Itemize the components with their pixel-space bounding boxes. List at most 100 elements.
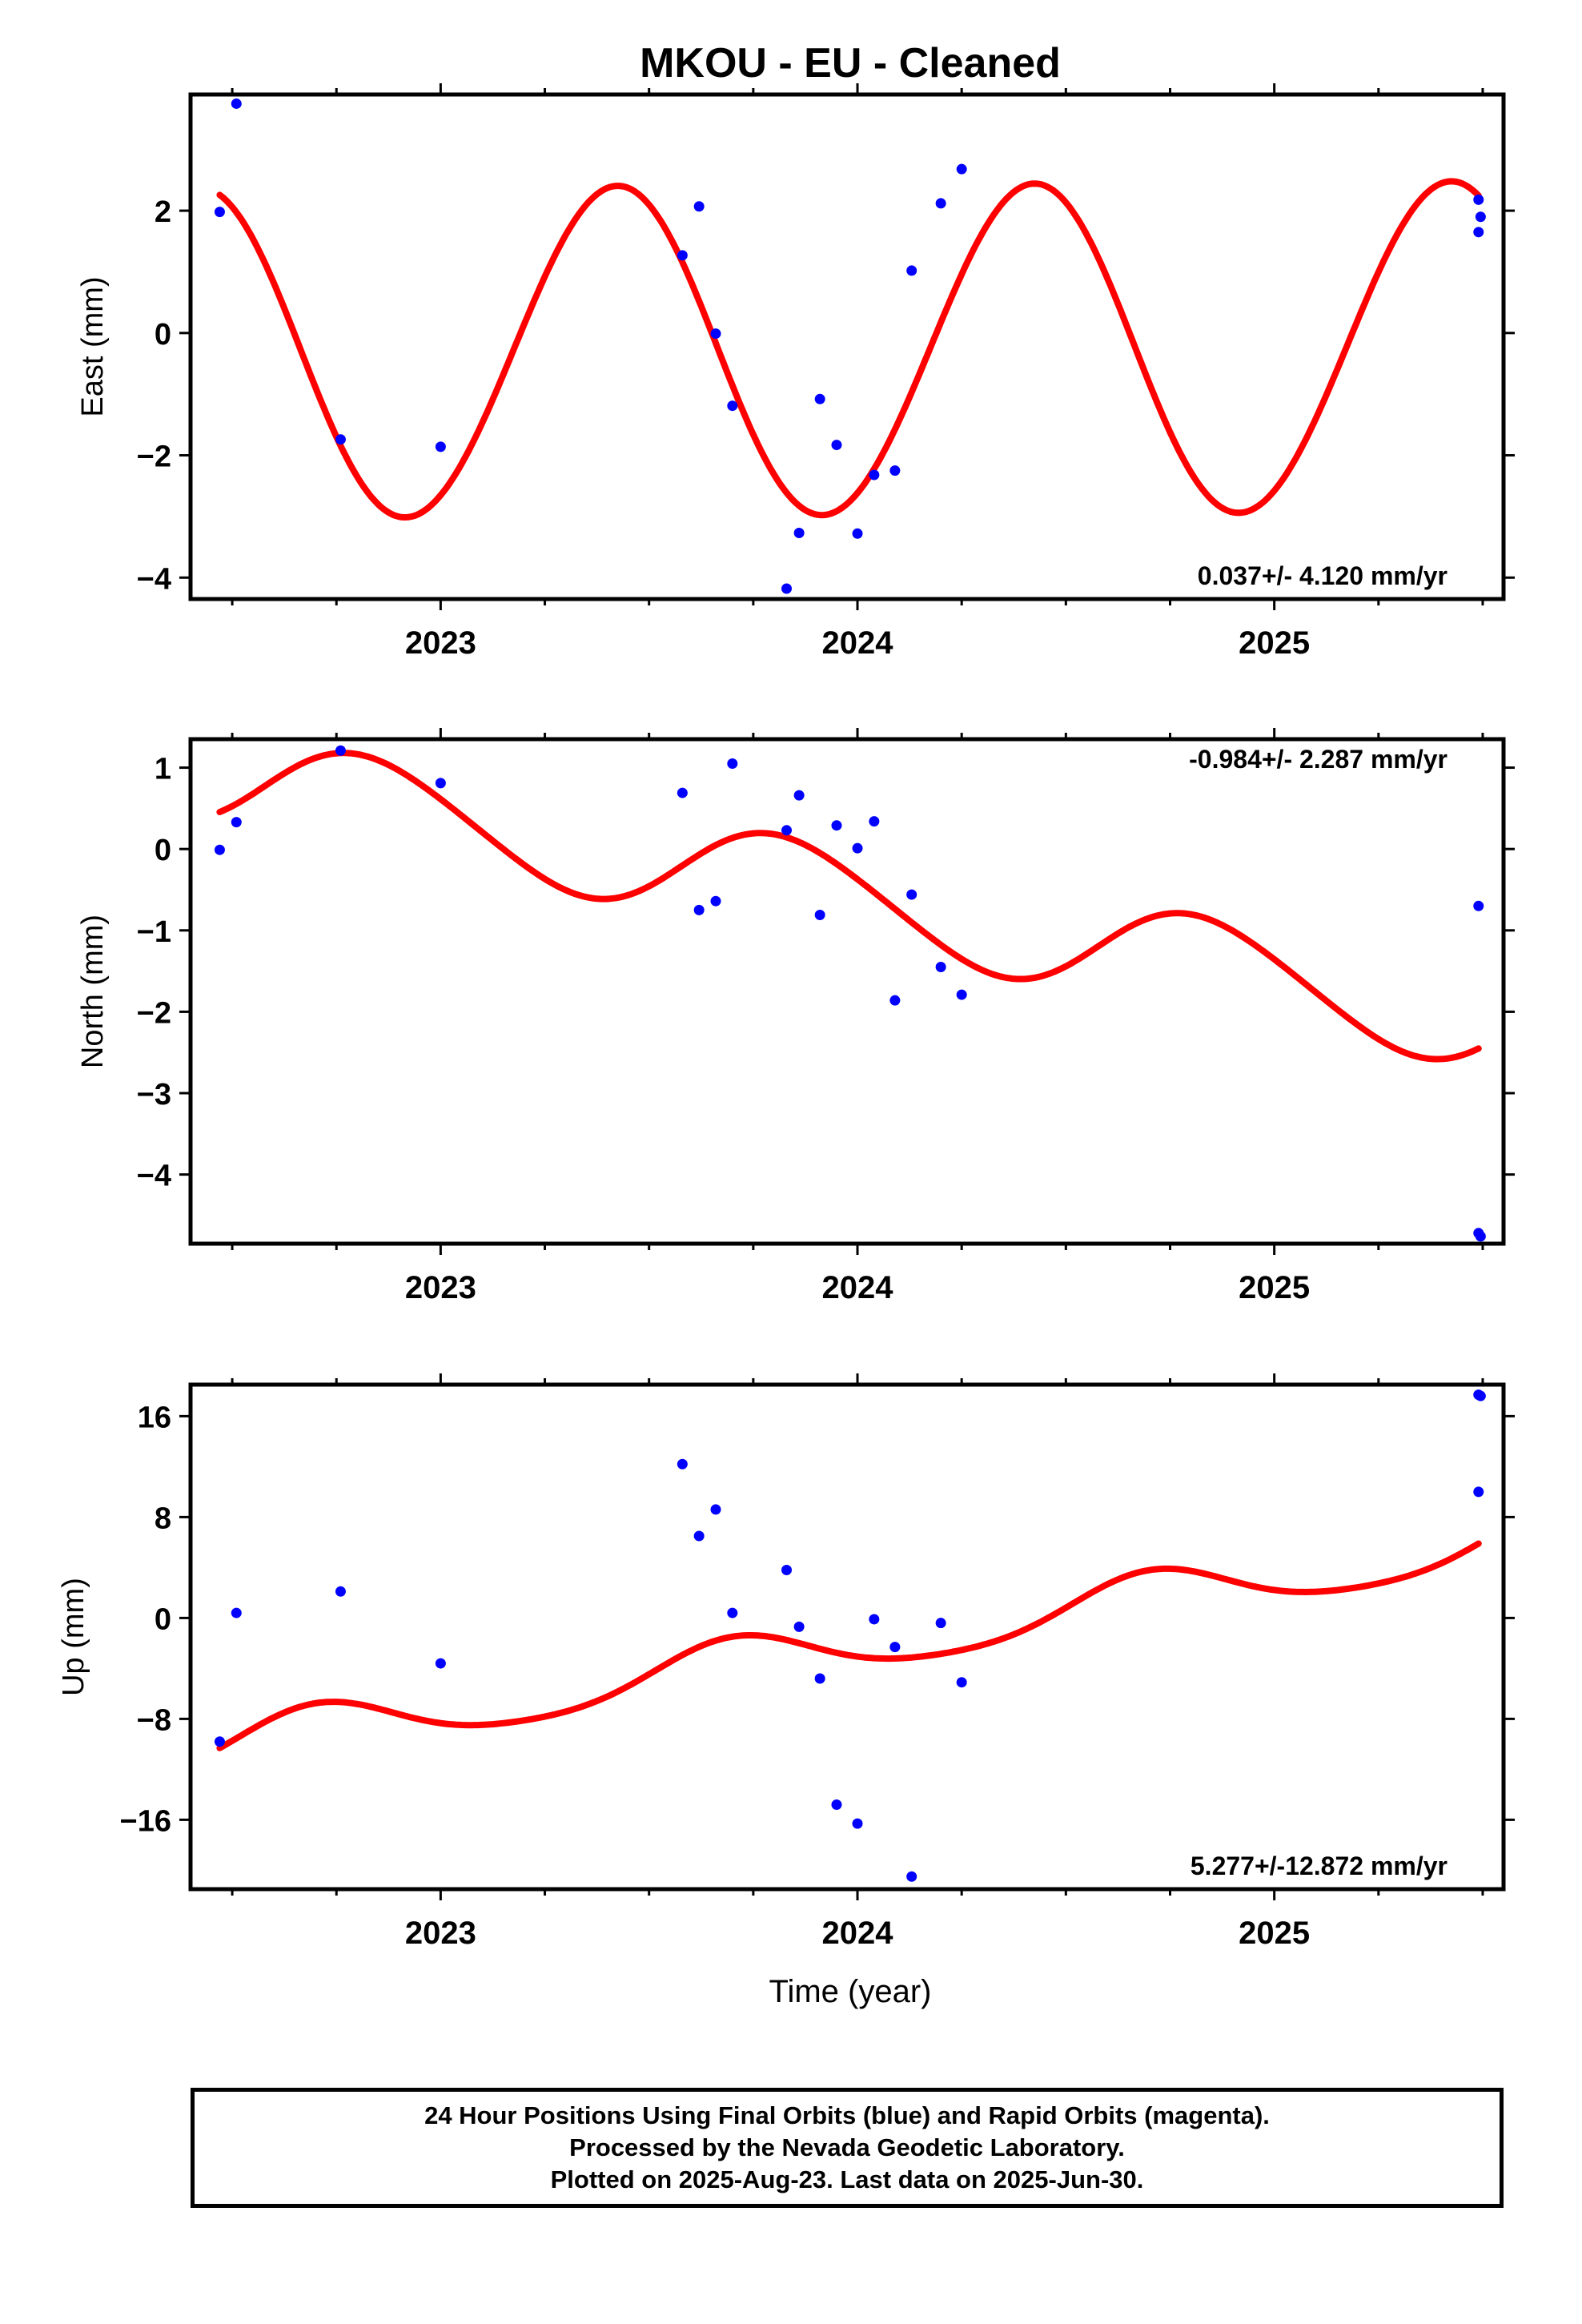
y-tick-label: 16 <box>138 1401 171 1434</box>
data-point <box>693 201 705 212</box>
data-point <box>793 528 805 539</box>
data-point <box>677 1458 688 1470</box>
data-point <box>906 889 917 900</box>
data-point <box>814 1673 825 1684</box>
data-point <box>1475 1231 1486 1242</box>
data-point <box>956 1677 967 1688</box>
plot-area <box>191 1385 1504 1889</box>
chart-title: MKOU - EU - Cleaned <box>640 40 1061 86</box>
y-tick-label: 0 <box>155 834 171 867</box>
data-point <box>1473 227 1484 238</box>
data-point <box>214 1736 225 1747</box>
data-point <box>231 817 242 828</box>
data-point <box>869 816 880 827</box>
data-point <box>710 895 721 907</box>
data-point <box>677 787 688 798</box>
y-tick-label: 0 <box>155 318 171 352</box>
data-point <box>935 198 946 209</box>
plot-area <box>191 94 1504 599</box>
y-tick-label: 2 <box>155 195 171 229</box>
data-point <box>335 434 346 445</box>
rate-annotation: -0.984+/- 2.287 mm/yr <box>1189 745 1447 774</box>
data-point <box>852 528 863 539</box>
footnote-line-1: 24 Hour Positions Using Final Orbits (bl… <box>424 2101 1270 2129</box>
data-point <box>693 904 705 915</box>
x-tick-label: 2025 <box>1239 625 1310 661</box>
y-tick-label: −2 <box>137 440 171 474</box>
data-point <box>906 1871 917 1882</box>
data-point <box>1475 211 1486 223</box>
data-point <box>435 778 446 789</box>
data-point <box>1475 1390 1486 1401</box>
x-tick-label: 2023 <box>405 1270 476 1305</box>
x-tick-label: 2023 <box>405 625 476 661</box>
fit-curve <box>216 178 1482 521</box>
data-point <box>956 989 967 1000</box>
data-point <box>214 207 225 218</box>
data-point <box>906 265 917 276</box>
data-point <box>693 1530 705 1542</box>
data-point <box>814 909 825 920</box>
rate-annotation: 0.037+/- 4.120 mm/yr <box>1198 561 1447 590</box>
data-point <box>935 1618 946 1629</box>
fit-curve <box>216 750 1482 1063</box>
data-point <box>677 250 688 261</box>
data-point <box>889 465 901 476</box>
data-point <box>435 441 446 452</box>
data-point <box>1473 1486 1484 1498</box>
data-point <box>831 1799 842 1810</box>
data-point <box>781 583 793 594</box>
fit-curve <box>216 1540 1482 1751</box>
y-tick-label: −1 <box>137 915 171 949</box>
x-tick-label: 2023 <box>405 1916 476 1951</box>
y-tick-label: −4 <box>137 1160 171 1193</box>
data-point <box>231 1607 242 1618</box>
x-tick-label: 2024 <box>822 1270 894 1305</box>
y-axis-label: North (mm) <box>76 915 110 1068</box>
data-point <box>727 400 738 412</box>
data-point <box>1473 194 1484 205</box>
x-tick-label: 2025 <box>1239 1916 1310 1951</box>
x-tick-label: 2024 <box>822 625 894 661</box>
footnote-line-3: Plotted on 2025-Aug-23. Last data on 202… <box>550 2165 1144 2193</box>
data-point <box>231 98 242 109</box>
y-tick-label: −8 <box>137 1703 171 1737</box>
plot-frame <box>188 92 1506 601</box>
y-axis-label: Up (mm) <box>57 1578 90 1696</box>
data-point <box>727 1607 738 1618</box>
data-point <box>710 328 721 340</box>
plot-frame <box>188 737 1506 1246</box>
data-point <box>831 440 842 451</box>
data-point <box>781 1565 793 1576</box>
data-point <box>869 1614 880 1625</box>
x-tick-label: 2025 <box>1239 1270 1310 1305</box>
data-point <box>781 825 793 836</box>
y-tick-label: 8 <box>155 1502 171 1535</box>
y-tick-label: −3 <box>137 1078 171 1112</box>
data-point <box>335 1586 346 1597</box>
y-axis-label: East (mm) <box>76 276 110 416</box>
y-tick-label: −16 <box>120 1804 171 1838</box>
data-point <box>214 844 225 855</box>
rate-annotation: 5.277+/-12.872 mm/yr <box>1191 1852 1447 1880</box>
data-point <box>1473 900 1484 911</box>
data-point <box>710 1504 721 1515</box>
data-point <box>793 1621 805 1632</box>
data-point <box>935 962 946 973</box>
data-point <box>727 758 738 769</box>
plot-frame <box>188 1382 1506 1892</box>
y-tick-label: 1 <box>155 753 171 786</box>
data-point <box>889 1642 901 1653</box>
data-point <box>814 393 825 404</box>
plot-area <box>191 739 1504 1244</box>
data-point <box>852 1818 863 1829</box>
data-point <box>435 1658 446 1669</box>
panel-3: 2023 2024 2025 −16 −8 0 8 16 Up (mm) 5.277+/-12.8… <box>57 1373 1515 1951</box>
footnote-box: 24 Hour Positions Using Final Orbits (bl… <box>191 2088 1504 2208</box>
plot-content <box>214 1389 1486 1882</box>
data-point <box>869 469 880 480</box>
x-axis-label: Time (year) <box>769 1974 932 2009</box>
data-point <box>831 820 842 831</box>
data-point <box>793 790 805 801</box>
